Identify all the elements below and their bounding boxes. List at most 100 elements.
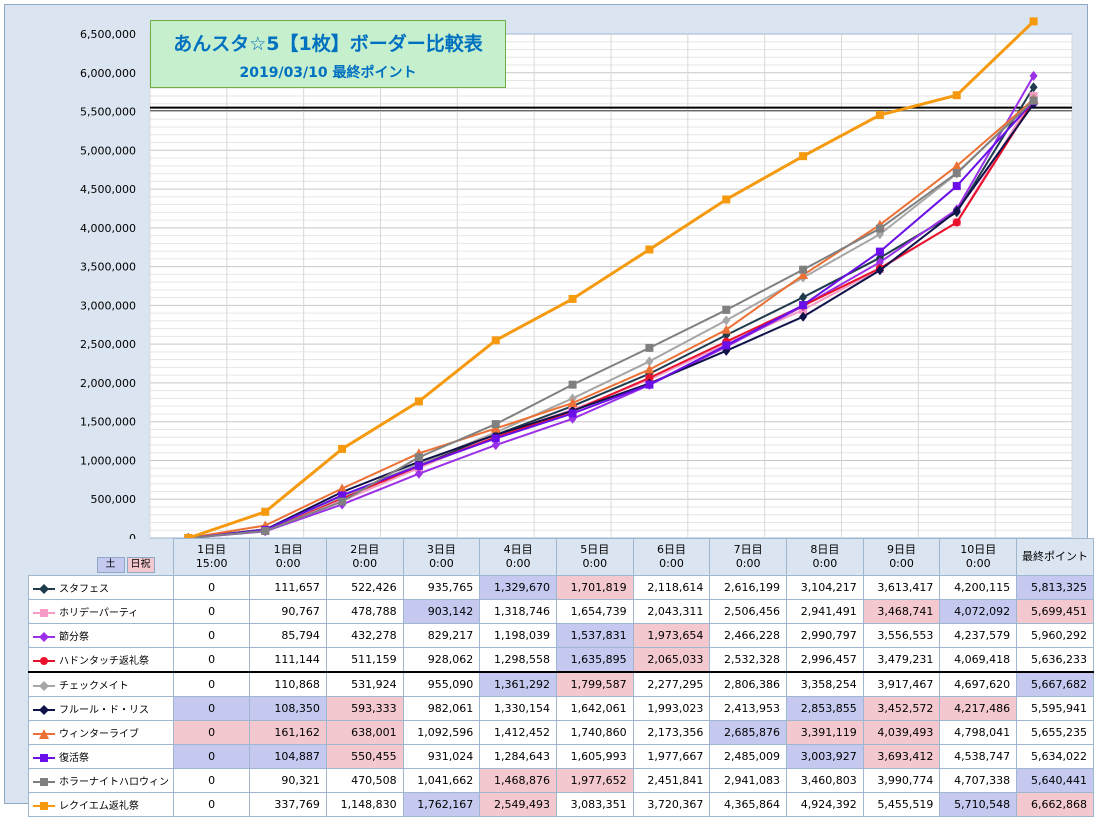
data-point xyxy=(644,364,655,374)
column-header-time: 15:00 xyxy=(195,557,228,570)
data-cell: 111,144 xyxy=(249,647,327,673)
data-point xyxy=(721,324,732,334)
data-cell: 593,333 xyxy=(325,696,404,721)
data-cell: 0 xyxy=(172,768,251,793)
data-cell: 3,479,231 xyxy=(862,647,941,673)
data-cell: 1,468,876 xyxy=(479,768,557,793)
data-point xyxy=(875,110,884,119)
data-cell: 104,887 xyxy=(249,744,327,769)
data-cell: 2,506,456 xyxy=(709,599,788,624)
data-cell: 4,072,092 xyxy=(939,599,1018,624)
column-header-day: 9日目 xyxy=(887,543,917,556)
data-cell: 6,662,868 xyxy=(1016,792,1094,817)
data-cell: 2,277,295 xyxy=(632,671,711,697)
column-header: 4日目 0:00 xyxy=(479,538,557,576)
data-point xyxy=(799,311,808,322)
data-point xyxy=(722,305,731,314)
data-cell: 1,799,587 xyxy=(555,671,634,697)
data-point xyxy=(1029,17,1038,26)
table-row: ハドンタッチ返礼祭 0 111,144 511,159 928,062 1,298,558… xyxy=(28,647,1094,673)
data-point xyxy=(338,491,347,500)
legend-marker xyxy=(33,657,55,665)
legend-marker xyxy=(33,705,55,715)
data-cell: 3,460,803 xyxy=(786,768,864,793)
data-cell: 4,798,041 xyxy=(939,720,1018,745)
column-header: 8日目 0:00 xyxy=(786,538,864,576)
column-header-day: 6日目 xyxy=(656,543,686,556)
column-header-time: 0:00 xyxy=(965,557,991,570)
data-cell: 1,762,167 xyxy=(402,792,481,817)
data-cell: 161,162 xyxy=(249,720,327,745)
column-header-time: 0:00 xyxy=(429,557,454,570)
data-cell: 5,655,235 xyxy=(1016,720,1094,745)
data-point xyxy=(799,292,808,303)
data-cell: 1,993,023 xyxy=(632,696,711,721)
data-cell: 2,466,228 xyxy=(709,623,788,648)
data-cell: 1,412,452 xyxy=(479,720,557,745)
data-cell: 2,451,841 xyxy=(632,768,711,793)
data-cell: 1,701,819 xyxy=(555,575,634,600)
series-name: 節分祭 xyxy=(59,632,89,643)
data-point xyxy=(414,461,423,470)
data-cell: 5,595,941 xyxy=(1016,696,1094,721)
data-cell: 0 xyxy=(172,696,251,721)
data-cell: 0 xyxy=(172,671,251,697)
data-point xyxy=(1029,82,1038,93)
data-cell: 5,634,022 xyxy=(1016,744,1094,769)
table-row: ホリデーパーティ 0 90,767 478,788 903,142 1,318,746 1,… xyxy=(28,599,1094,624)
data-point xyxy=(1029,70,1038,81)
y-tick-label: 3,000,000 xyxy=(80,299,136,312)
table-row: スタフェス 0 111,657 522,426 935,765 1,329,670 1,70… xyxy=(28,575,1094,600)
column-header-time: 0:00 xyxy=(582,557,608,570)
data-cell: 5,699,451 xyxy=(1016,599,1094,624)
data-point xyxy=(875,224,884,233)
data-cell: 5,455,519 xyxy=(862,792,941,817)
legend-marker xyxy=(33,584,55,594)
data-cell: 2,941,491 xyxy=(786,599,864,624)
data-point xyxy=(952,91,961,100)
chart-title-box: あんスタ☆5【1枚】ボーダー比較表 2019/03/10 最終ポイント xyxy=(150,20,506,88)
series-legend-cell: レクイエム返礼祭 xyxy=(28,792,174,817)
series-legend-cell: 復活祭 xyxy=(28,744,174,769)
series-name: レクイエム返礼祭 xyxy=(59,801,139,812)
chart-title: あんスタ☆5【1枚】ボーダー比較表 xyxy=(173,33,483,55)
data-cell: 4,200,115 xyxy=(939,575,1018,600)
data-table: 土日祝 1日目 15:00 1日目 0:00 2日目 0:00 3日目 0:00 4日目 0:00 5… xyxy=(28,538,1094,817)
data-cell: 3,468,741 xyxy=(862,599,941,624)
column-header-day: 7日目 xyxy=(733,543,763,556)
data-cell: 2,485,009 xyxy=(709,744,788,769)
data-cell: 5,960,292 xyxy=(1016,623,1094,648)
data-cell: 1,329,670 xyxy=(479,575,557,600)
data-cell: 903,142 xyxy=(402,599,481,624)
data-point xyxy=(722,315,731,326)
data-cell: 0 xyxy=(172,720,251,745)
data-cell: 0 xyxy=(172,599,251,624)
table-row: 節分祭 0 85,794 432,278 829,217 1,198,039 1,537,8… xyxy=(28,623,1094,648)
series-legend-cell: ホリデーパーティ xyxy=(28,599,174,624)
table-row: フルール・ド・リス 0 108,350 593,333 982,061 1,330,154… xyxy=(28,696,1094,721)
legend-marker xyxy=(33,802,55,810)
data-cell: 928,062 xyxy=(402,647,481,673)
column-header-day: 最終ポイント xyxy=(1022,550,1089,563)
series-legend-cell: スタフェス xyxy=(28,575,174,600)
series-line-6 xyxy=(188,98,1035,539)
data-cell: 0 xyxy=(172,792,251,817)
data-cell: 432,278 xyxy=(325,623,404,648)
data-cell: 1,092,596 xyxy=(402,720,481,745)
data-point xyxy=(338,444,347,453)
header-corner: 土日祝 xyxy=(28,538,174,576)
data-point xyxy=(722,195,731,204)
column-header-day: 10日目 xyxy=(960,543,997,556)
y-tick-label: 4,500,000 xyxy=(80,183,136,196)
data-cell: 0 xyxy=(172,575,251,600)
data-cell: 3,556,553 xyxy=(862,623,941,648)
data-cell: 1,973,654 xyxy=(632,623,711,648)
data-cell: 5,640,441 xyxy=(1016,768,1094,793)
y-tick-label: 4,000,000 xyxy=(80,222,136,235)
data-point xyxy=(952,218,961,227)
y-tick-label: 6,500,000 xyxy=(80,28,136,41)
data-cell: 1,148,830 xyxy=(325,792,404,817)
data-point xyxy=(337,483,348,493)
column-header: 9日目 0:00 xyxy=(862,538,941,576)
data-point xyxy=(875,265,884,276)
